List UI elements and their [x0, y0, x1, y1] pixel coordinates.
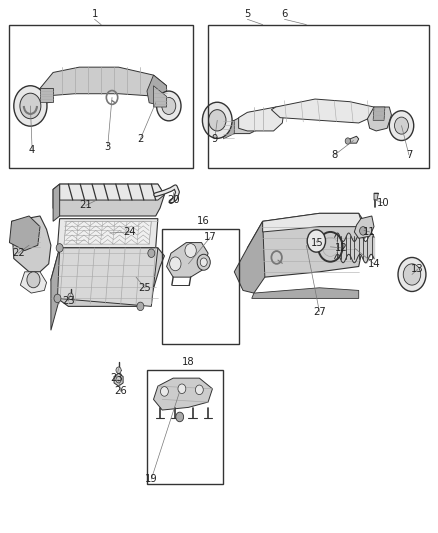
Text: 9: 9: [212, 134, 218, 144]
Circle shape: [395, 117, 409, 134]
Circle shape: [137, 302, 144, 311]
Polygon shape: [153, 86, 166, 107]
Polygon shape: [53, 184, 60, 221]
Polygon shape: [247, 213, 367, 277]
Text: 10: 10: [376, 198, 389, 208]
Bar: [147, 370, 223, 484]
Bar: [162, 229, 239, 344]
Polygon shape: [57, 219, 158, 248]
Text: 8: 8: [332, 150, 338, 160]
Polygon shape: [166, 243, 208, 277]
Text: 14: 14: [367, 259, 380, 269]
Polygon shape: [40, 67, 166, 96]
Polygon shape: [239, 107, 285, 131]
Circle shape: [68, 293, 73, 300]
Circle shape: [176, 412, 184, 422]
Polygon shape: [29, 88, 53, 104]
Circle shape: [307, 230, 325, 252]
Polygon shape: [53, 184, 164, 216]
Text: 6: 6: [281, 9, 288, 19]
Text: 16: 16: [198, 216, 210, 227]
Text: 23: 23: [62, 296, 75, 306]
Circle shape: [156, 91, 181, 121]
Polygon shape: [64, 221, 151, 244]
Circle shape: [195, 385, 203, 394]
Polygon shape: [60, 184, 164, 200]
Text: 4: 4: [29, 144, 35, 155]
Circle shape: [202, 102, 232, 139]
Text: 1: 1: [92, 9, 98, 19]
Circle shape: [170, 257, 181, 271]
Polygon shape: [374, 193, 378, 200]
Circle shape: [200, 258, 207, 266]
Polygon shape: [263, 213, 363, 232]
Polygon shape: [10, 216, 40, 251]
Circle shape: [360, 227, 367, 235]
Polygon shape: [354, 216, 374, 238]
Text: 23: 23: [110, 373, 123, 383]
Text: 2: 2: [137, 134, 144, 144]
Polygon shape: [367, 107, 392, 131]
Circle shape: [54, 294, 61, 303]
Polygon shape: [51, 248, 60, 330]
Circle shape: [148, 249, 155, 257]
Text: 18: 18: [182, 357, 195, 367]
Circle shape: [20, 93, 41, 119]
Text: 22: 22: [12, 248, 25, 258]
Text: 20: 20: [167, 195, 180, 205]
Text: 17: 17: [204, 232, 217, 243]
Polygon shape: [223, 112, 263, 134]
Text: 21: 21: [79, 200, 92, 211]
Circle shape: [345, 138, 350, 144]
Bar: [10, 25, 193, 168]
Circle shape: [398, 257, 426, 292]
Text: 12: 12: [335, 243, 348, 253]
Polygon shape: [51, 248, 164, 306]
Text: 27: 27: [313, 306, 326, 317]
Circle shape: [403, 264, 421, 285]
Polygon shape: [223, 120, 234, 139]
Polygon shape: [272, 99, 376, 123]
Circle shape: [56, 244, 63, 252]
Polygon shape: [20, 272, 46, 293]
Polygon shape: [40, 88, 53, 102]
Circle shape: [389, 111, 414, 141]
Polygon shape: [153, 378, 212, 410]
Circle shape: [116, 367, 121, 373]
Text: 3: 3: [105, 142, 111, 152]
Text: 19: 19: [145, 474, 158, 484]
Circle shape: [178, 384, 186, 393]
Circle shape: [160, 386, 168, 396]
Polygon shape: [350, 136, 359, 143]
Polygon shape: [234, 221, 265, 293]
Polygon shape: [12, 216, 51, 272]
Text: 13: 13: [411, 264, 424, 274]
Polygon shape: [373, 107, 385, 120]
Circle shape: [197, 254, 210, 270]
Text: 5: 5: [244, 9, 251, 19]
Text: 26: 26: [114, 386, 127, 397]
Circle shape: [185, 244, 196, 257]
Circle shape: [27, 272, 40, 288]
Polygon shape: [252, 288, 359, 298]
Circle shape: [208, 110, 226, 131]
Bar: [208, 25, 428, 168]
Text: 25: 25: [138, 283, 151, 293]
Circle shape: [162, 98, 176, 115]
Polygon shape: [57, 248, 158, 306]
Text: 7: 7: [406, 150, 412, 160]
Text: 15: 15: [311, 238, 324, 247]
Circle shape: [14, 86, 47, 126]
Polygon shape: [147, 75, 166, 104]
Text: 11: 11: [363, 227, 376, 237]
Text: 24: 24: [123, 227, 136, 237]
